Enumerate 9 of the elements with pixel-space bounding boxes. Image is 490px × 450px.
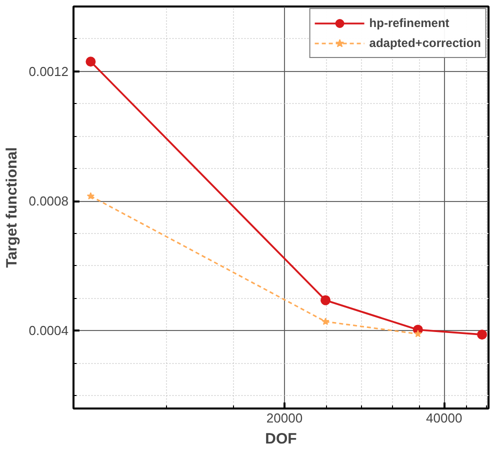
- legend-label: adapted+correction: [369, 36, 481, 50]
- legend-label: hp-refinement: [369, 16, 450, 30]
- y-tick-label: 0.0004: [28, 323, 69, 338]
- x-tick-label: 20000: [266, 410, 303, 426]
- y-tick-label: 0.0008: [28, 194, 69, 209]
- y-axis-title: Target functional: [4, 147, 21, 268]
- y-tick-label: 0.0012: [28, 64, 69, 79]
- x-tick-label: 40000: [426, 410, 462, 426]
- x-axis-title: DOF: [265, 430, 297, 448]
